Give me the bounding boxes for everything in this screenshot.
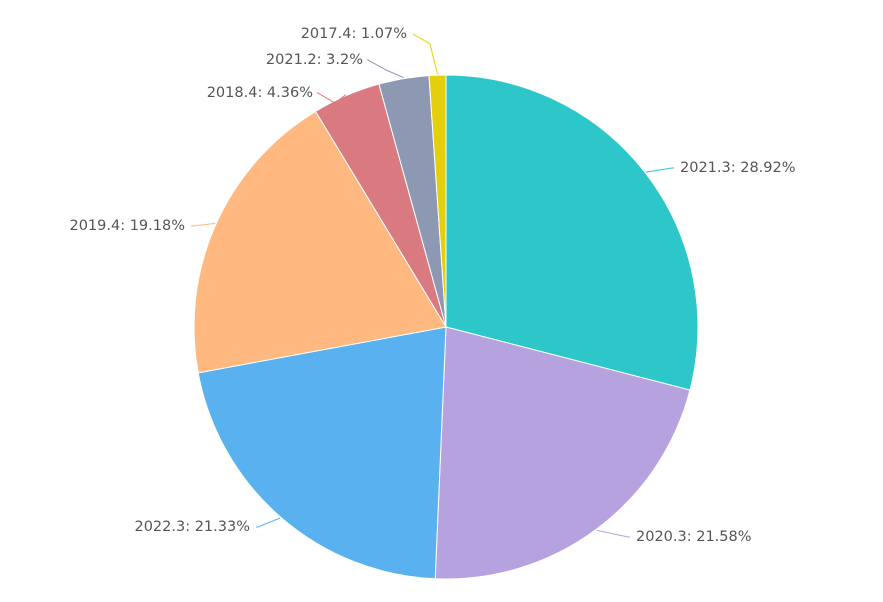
slice-label-2022-3: 2022.3: 21.33% [134,519,250,535]
leader-line-2018-4 [316,92,347,104]
slice-labels: 2021.3: 28.92% 2020.3: 21.58% 2022.3: 21.3… [69,26,795,545]
slice-label-2018-4: 2018.4: 4.36% [207,85,313,101]
leader-line-2019-4 [191,222,216,227]
slice-label-2017-4: 2017.4: 1.07% [301,26,407,42]
slice-label-2021-2: 2021.2: 3.2% [266,52,363,68]
leader-line-2017-4 [412,33,438,75]
leader-line-2020-3 [596,529,630,538]
pie-slice-2021-3[interactable] [445,74,699,391]
pie-slice-2020-3[interactable] [434,326,691,580]
label-leader-lines [191,33,674,538]
slice-label-2019-4: 2019.4: 19.18% [69,218,185,234]
leader-line-2022-3 [256,517,281,528]
pie-slice-2022-3[interactable] [197,326,447,580]
leader-line-2021-2 [366,59,404,79]
pie-slice-2019-4[interactable] [193,110,447,374]
slice-label-2020-3: 2020.3: 21.58% [636,529,752,545]
pie-slices [193,74,699,580]
slice-label-2021-3: 2021.3: 28.92% [680,160,796,176]
pie-slice-2017-4[interactable] [428,74,447,328]
leader-line-2021-3 [645,167,674,173]
